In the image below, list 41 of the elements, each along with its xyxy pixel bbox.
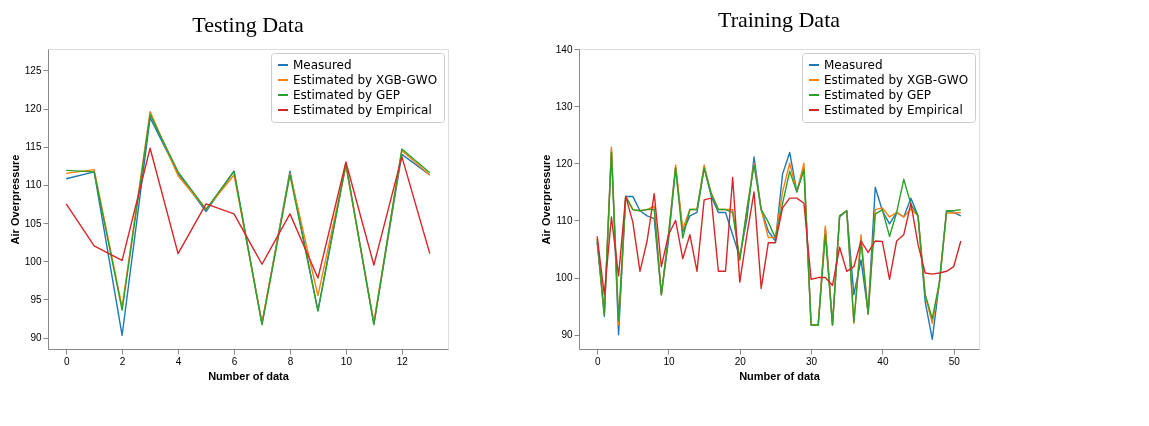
y-tick-label: 100 <box>555 272 573 284</box>
x-tick-label: 2 <box>119 355 126 367</box>
y-tick-label: 90 <box>30 332 42 344</box>
y-tick-label: 90 <box>561 329 573 341</box>
legend-label: Estimated by XGB-GWO <box>824 73 969 87</box>
y-tick-label: 120 <box>24 103 42 115</box>
legend-label: Measured <box>824 58 883 72</box>
y-tick-label: 110 <box>25 179 42 191</box>
x-tick-label: 30 <box>806 355 818 367</box>
y-tick-label: 110 <box>556 214 573 226</box>
x-tick-label: 4 <box>175 355 182 367</box>
legend-label: Estimated by Empirical <box>824 103 963 117</box>
legend-label: Measured <box>293 58 352 72</box>
y-tick-label: 100 <box>24 255 42 267</box>
y-tick-label: 140 <box>555 43 573 55</box>
y-axis-title: Air Overpressure <box>539 154 552 245</box>
x-tick-label: 0 <box>594 355 601 367</box>
chart-title: Testing Data <box>192 12 304 37</box>
y-tick-label: 125 <box>24 64 42 76</box>
x-axis-title: Number of data <box>208 369 290 382</box>
x-tick-label: 40 <box>877 355 889 367</box>
legend-label: Estimated by GEP <box>293 88 401 102</box>
x-tick-label: 6 <box>231 355 238 367</box>
x-tick-label: 0 <box>63 355 70 367</box>
y-axis-title: Air Overpressure <box>8 154 21 245</box>
y-tick-label: 105 <box>24 217 42 229</box>
x-tick-label: 50 <box>948 355 961 367</box>
x-tick-label: 10 <box>340 355 353 367</box>
y-tick-label: 115 <box>25 141 42 153</box>
x-tick-label: 10 <box>663 355 675 367</box>
chart-title: Training Data <box>717 7 841 32</box>
x-tick-label: 8 <box>287 355 294 367</box>
x-axis-title: Number of data <box>739 369 821 382</box>
legend-label: Estimated by Empirical <box>293 103 432 117</box>
y-tick-label: 130 <box>555 100 573 112</box>
y-tick-label: 95 <box>30 293 42 305</box>
x-tick-label: 12 <box>396 355 409 367</box>
legend-label: Estimated by XGB-GWO <box>293 73 438 87</box>
y-tick-label: 120 <box>555 157 573 169</box>
x-tick-label: 20 <box>734 355 747 367</box>
legend-label: Estimated by GEP <box>824 88 932 102</box>
